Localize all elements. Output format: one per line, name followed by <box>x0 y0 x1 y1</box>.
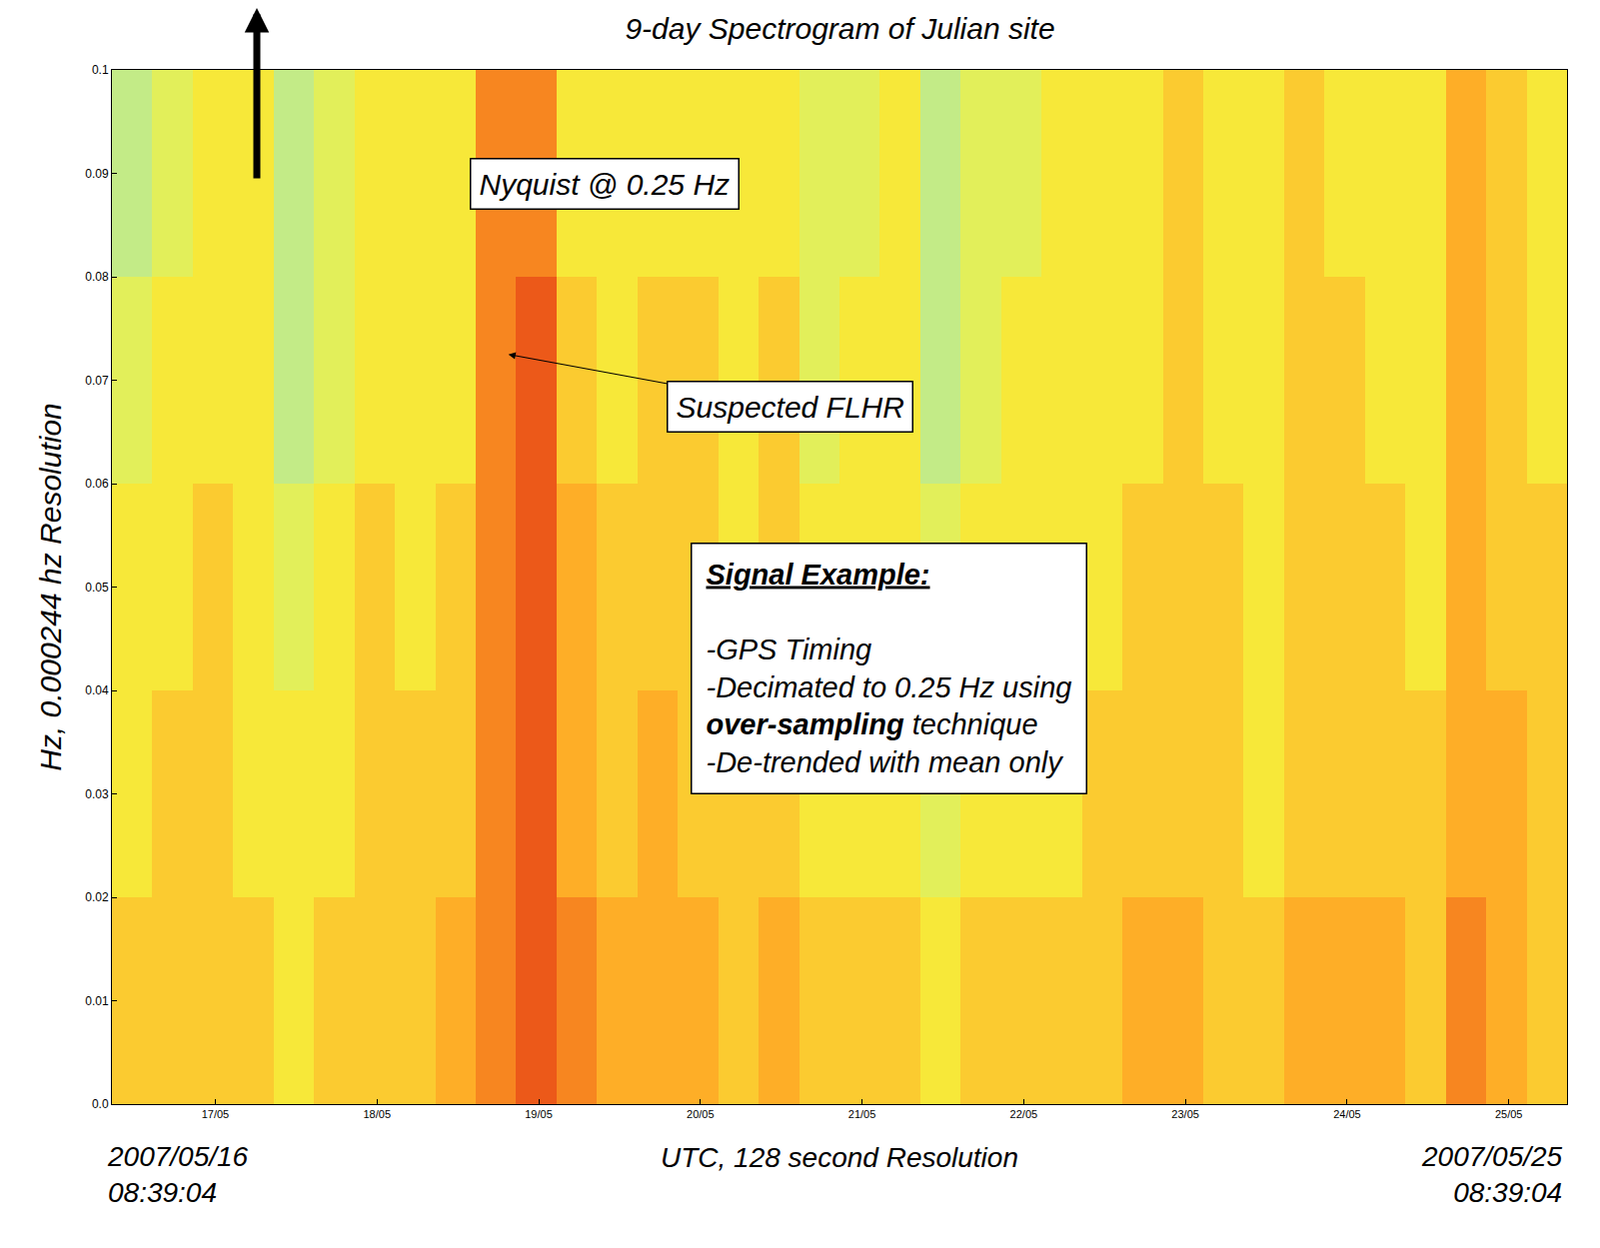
svg-text:24/05: 24/05 <box>1333 1108 1362 1121</box>
svg-text:Hz, 0.000244 hz Resolution: Hz, 0.000244 hz Resolution <box>33 402 67 772</box>
svg-text:0.01: 0.01 <box>84 994 109 1009</box>
svg-text:0.1: 0.1 <box>91 62 109 77</box>
svg-text:22/05: 22/05 <box>1010 1108 1039 1121</box>
svg-text:25/05: 25/05 <box>1495 1108 1524 1121</box>
svg-text:0.03: 0.03 <box>84 787 109 802</box>
svg-text:2007/05/1608:39:04: 2007/05/1608:39:04 <box>106 1141 249 1209</box>
svg-text:0.05: 0.05 <box>84 580 109 595</box>
svg-text:UTC, 128 second Resolution: UTC, 128 second Resolution <box>660 1142 1019 1174</box>
svg-text:Signal Example: -GPS Timing-De: Signal Example: -GPS Timing-Decimated to… <box>706 558 1073 780</box>
svg-text:2007/05/2508:39:04: 2007/05/2508:39:04 <box>1421 1141 1564 1209</box>
svg-text:0.06: 0.06 <box>84 476 109 491</box>
svg-text:17/05: 17/05 <box>201 1108 230 1121</box>
svg-text:Nyquist @ 0.25 Hz: Nyquist @ 0.25 Hz <box>479 167 731 201</box>
svg-text:21/05: 21/05 <box>848 1108 877 1121</box>
svg-text:19/05: 19/05 <box>524 1108 553 1121</box>
svg-text:0.08: 0.08 <box>84 269 109 284</box>
svg-text:0.0: 0.0 <box>91 1097 109 1112</box>
svg-text:0.04: 0.04 <box>84 683 109 698</box>
svg-text:0.07: 0.07 <box>84 373 109 388</box>
svg-text:23/05: 23/05 <box>1171 1108 1200 1121</box>
svg-text:9-day Spectrogram of Julian si: 9-day Spectrogram of Julian site <box>624 11 1055 45</box>
svg-text:18/05: 18/05 <box>362 1108 391 1121</box>
svg-text:0.09: 0.09 <box>84 166 109 181</box>
svg-text:20/05: 20/05 <box>686 1108 715 1121</box>
svg-text:0.02: 0.02 <box>84 890 109 905</box>
svg-text:Suspected FLHR: Suspected FLHR <box>676 390 905 424</box>
